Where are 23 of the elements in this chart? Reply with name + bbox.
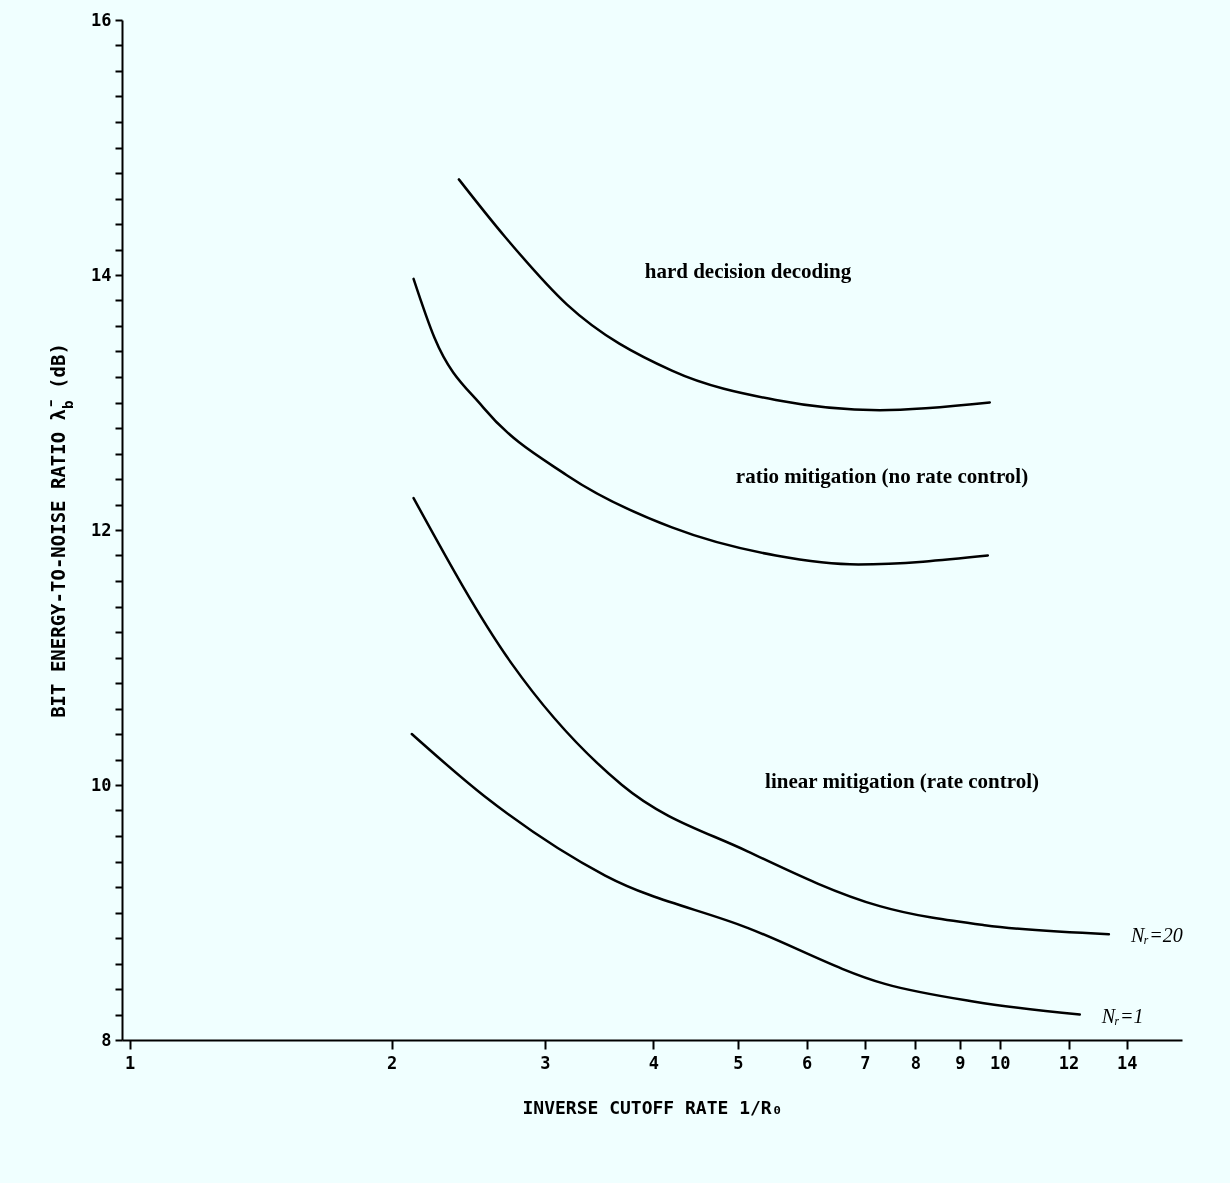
annotation: ratio mitigation (no rate control) (735, 464, 1029, 488)
x-tick-label: 14 (1117, 1052, 1138, 1073)
annotation: linear mitigation (rate control) (765, 769, 1039, 793)
y-tick-label: 16 (91, 9, 112, 30)
y-tick-label: 12 (91, 519, 112, 540)
series-label: Nᵣ=20 (1129, 924, 1183, 947)
y-tick-label: 8 (101, 1029, 112, 1050)
x-tick-label: 7 (860, 1052, 871, 1073)
x-tick-label: 12 (1058, 1052, 1080, 1073)
x-tick-label: 2 (386, 1052, 398, 1073)
y-tick-label: 10 (91, 774, 112, 795)
x-tick-label: 10 (989, 1052, 1011, 1073)
x-tick-label: 1 (125, 1052, 136, 1073)
x-tick-label: 9 (955, 1052, 966, 1073)
y-tick-label: 14 (91, 264, 112, 285)
annotation: hard decision decoding (644, 259, 852, 283)
x-tick-label: 8 (910, 1052, 922, 1073)
x-tick-label: 3 (540, 1052, 551, 1073)
x-tick-label: 4 (648, 1052, 660, 1073)
x-tick-label: 6 (802, 1052, 813, 1073)
x-axis-title: INVERSE CUTOFF RATE 1/R₀ (522, 1096, 783, 1118)
x-tick-label: 5 (733, 1052, 744, 1073)
series-label: Nᵣ=1 (1100, 1004, 1144, 1027)
